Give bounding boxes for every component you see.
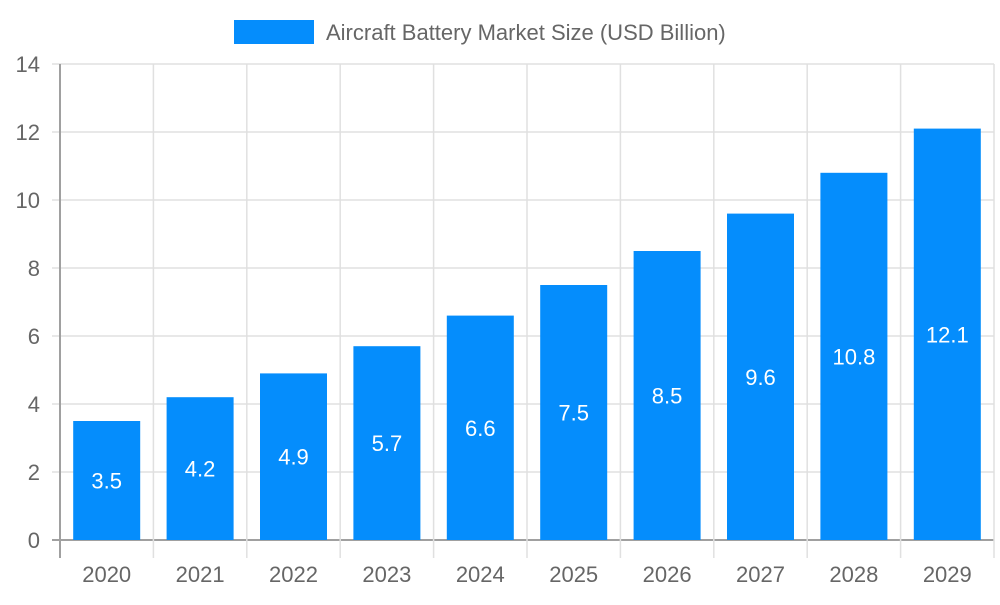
x-tick-label: 2021	[176, 562, 225, 587]
bar	[73, 421, 141, 540]
bar-data-label: 3.5	[91, 469, 122, 494]
bar	[353, 346, 421, 540]
bar-data-label: 9.6	[745, 365, 776, 390]
bar	[540, 285, 608, 540]
y-tick-label: 6	[28, 324, 40, 349]
x-tick-label: 2028	[829, 562, 878, 587]
bar-data-label: 7.5	[558, 401, 589, 426]
x-tick-label: 2029	[923, 562, 972, 587]
y-tick-label: 10	[16, 188, 40, 213]
x-tick-label: 2025	[549, 562, 598, 587]
bar	[446, 315, 514, 540]
bar-data-label: 4.2	[185, 457, 216, 482]
legend[interactable]: Aircraft Battery Market Size (USD Billio…	[234, 20, 726, 45]
x-tick-label: 2027	[736, 562, 785, 587]
bar-data-label: 10.8	[832, 344, 875, 369]
bar	[727, 213, 794, 540]
x-tick-label: 2020	[82, 562, 131, 587]
x-tick-label: 2026	[643, 562, 692, 587]
y-tick-label: 8	[28, 256, 40, 281]
bar	[260, 373, 327, 540]
x-tick-label: 2024	[456, 562, 505, 587]
y-tick-label: 4	[28, 392, 40, 417]
x-tick-label: 2023	[362, 562, 411, 587]
y-tick-label: 0	[28, 528, 40, 553]
y-tick-label: 12	[16, 120, 40, 145]
bar	[166, 397, 234, 540]
legend-label: Aircraft Battery Market Size (USD Billio…	[326, 20, 726, 45]
legend-swatch	[234, 20, 314, 44]
y-tick-label: 2	[28, 460, 40, 485]
bar-data-label: 12.1	[926, 322, 969, 347]
x-tick-label: 2022	[269, 562, 318, 587]
bar	[820, 172, 888, 541]
bar-data-label: 6.6	[465, 416, 496, 441]
bar-data-label: 4.9	[278, 445, 309, 470]
bar-data-label: 5.7	[372, 431, 403, 456]
bar-data-label: 8.5	[652, 384, 683, 409]
bar	[913, 128, 981, 540]
y-tick-label: 14	[16, 52, 40, 77]
bar	[633, 251, 701, 540]
